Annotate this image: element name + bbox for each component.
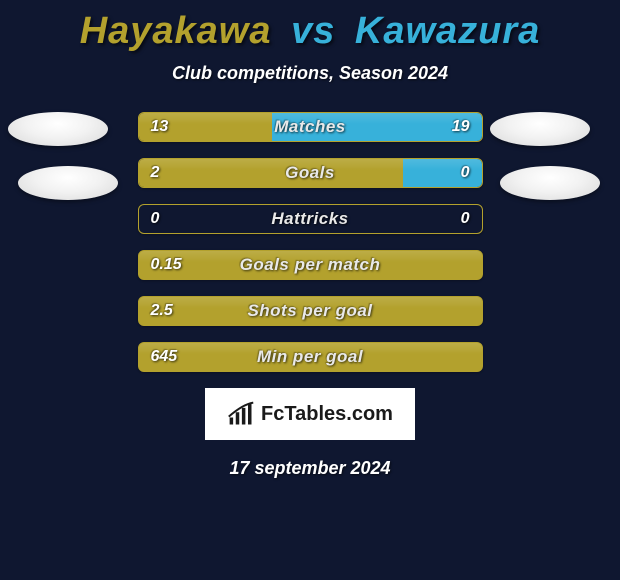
stat-label: Goals [139,159,482,187]
stat-row: Matches13 19 [138,112,483,142]
stats-container: Matches1319Goals20Hattricks00Goals per m… [138,112,483,372]
stat-label: Shots per goal [139,297,482,325]
stat-value-left: 645 [151,343,178,371]
stat-value-left: 0.15 [151,251,182,279]
chart-icon [227,401,255,427]
stat-row: Shots per goal2.5 [138,296,483,326]
stat-value-right: 0 [461,159,470,187]
player2-marker-2 [500,166,600,200]
stat-value-left: 0 [151,205,160,233]
stat-value-right: 0 [461,205,470,233]
stat-value-left: 13 [151,113,169,141]
stat-label: Goals per match [139,251,482,279]
page-title: Hayakawa vs Kawazura [0,0,620,53]
source-badge-text: FcTables.com [261,403,393,426]
source-badge: FcTables.com [205,388,415,440]
footer-date: 17 september 2024 [0,458,620,479]
title-player1: Hayakawa [80,10,272,52]
stat-row: Min per goal645 [138,342,483,372]
stat-value-right: 19 [452,113,470,141]
stat-value-left: 2 [151,159,160,187]
player2-marker [490,112,590,146]
title-vs: vs [291,10,335,52]
player1-marker [8,112,108,146]
player1-marker-2 [18,166,118,200]
stat-label: Min per goal [139,343,482,371]
title-player2: Kawazura [355,10,540,52]
stat-value-left: 2.5 [151,297,173,325]
stat-label: Matches [139,113,482,141]
stat-label: Hattricks [139,205,482,233]
comparison-arena: Matches1319Goals20Hattricks00Goals per m… [0,112,620,479]
stat-row: Hattricks0 0 [138,204,483,234]
subtitle: Club competitions, Season 2024 [0,63,620,84]
stat-row: Goals2 0 [138,158,483,188]
stat-row: Goals per match0.15 [138,250,483,280]
